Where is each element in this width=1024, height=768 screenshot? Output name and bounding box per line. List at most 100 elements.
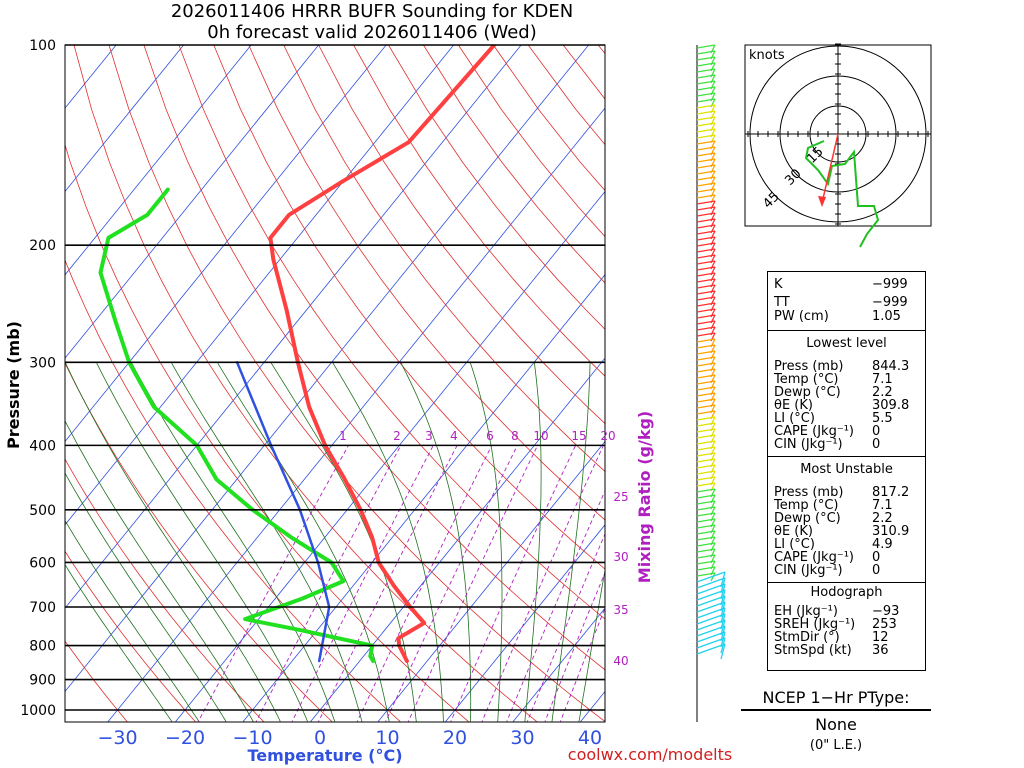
mixing-ratio-tick-label: 3 — [425, 429, 433, 443]
wind-barb — [720, 601, 726, 618]
temperature-tick-label: −10 — [232, 727, 272, 749]
lowest-level-header: Lowest level — [806, 336, 887, 351]
temperature-tick-label: 40 — [578, 727, 602, 749]
dry-adiabat-line — [65, 550, 197, 722]
dry-adiabat-line — [143, 45, 605, 671]
index-value: 4.9 — [872, 537, 893, 552]
mixing-ratio-tick-label: 10 — [533, 429, 548, 443]
panel-divider — [768, 330, 925, 331]
mixing-ratio-line — [407, 445, 539, 722]
wind-barb — [720, 571, 726, 588]
plot-border — [64, 44, 606, 723]
index-row: Temp (°C) 7.1 — [774, 499, 919, 513]
wind-barb — [696, 494, 716, 499]
isotherm-line — [65, 45, 454, 526]
wind-barb — [696, 296, 716, 301]
index-label: CAPE (Jkg⁻¹) — [774, 550, 854, 565]
index-row: CAPE (Jkg⁻¹) 0 — [774, 425, 919, 439]
index-value: 817.2 — [872, 485, 910, 500]
temperature-tick-label: 20 — [443, 727, 467, 749]
index-label: LI (°C) — [774, 537, 815, 552]
wind-barb — [696, 164, 716, 169]
wind-barb — [696, 362, 716, 367]
index-label: SREH (Jkg⁻¹) — [774, 617, 856, 632]
chart-subtitle: 0h forecast valid 2026011406 (Wed) — [207, 22, 536, 43]
wind-barb-profile — [696, 44, 726, 722]
temperature-tick-label: 0 — [314, 727, 326, 749]
wind-barb — [696, 188, 716, 193]
wind-barb — [696, 248, 716, 253]
index-label: Temp (°C) — [774, 372, 839, 387]
isotherm-line — [65, 45, 387, 443]
wind-barb — [696, 368, 716, 373]
wind-barb — [696, 446, 716, 451]
wind-barb — [696, 530, 716, 535]
index-value: 844.3 — [872, 359, 910, 374]
wind-barb — [696, 314, 716, 319]
wind-barb — [696, 278, 716, 283]
index-row: Press (mb) 844.3 — [774, 360, 919, 374]
wind-barb — [720, 607, 726, 624]
isotherm-line — [512, 607, 605, 722]
wind-barb — [696, 176, 716, 181]
wind-barb — [696, 524, 716, 529]
k-index-row: K −999 — [774, 278, 919, 292]
wind-barb — [696, 589, 726, 601]
most-unstable-header: Most Unstable — [800, 462, 893, 477]
mixing-ratio-tick-label: 25 — [613, 490, 628, 504]
wind-barb — [696, 224, 716, 229]
dry-adiabat-line — [73, 45, 538, 722]
wind-barb — [696, 158, 716, 163]
dry-adiabat-line — [108, 45, 605, 722]
mixing-ratio-line — [544, 571, 605, 722]
wind-barb — [696, 302, 716, 307]
wind-barb — [696, 230, 716, 235]
index-label: CIN (Jkg⁻¹) — [774, 563, 843, 578]
wind-barb — [696, 140, 716, 145]
index-value: 2.2 — [872, 385, 893, 400]
moist-adiabat-line — [332, 362, 444, 722]
mixing-ratio-tick-label: 2 — [393, 429, 401, 443]
moist-adiabat-line — [524, 362, 542, 722]
wind-barb — [696, 571, 726, 583]
mixing-ratio-line — [317, 445, 458, 722]
index-row: CIN (Jkg⁻¹) 0 — [774, 564, 919, 578]
moist-adiabat-line — [65, 420, 254, 722]
index-row: Dewp (°C) 2.2 — [774, 386, 919, 400]
wind-barb — [696, 470, 716, 475]
index-value: 0 — [872, 424, 881, 439]
index-value: 7.1 — [872, 498, 893, 513]
indices-panel: K −999 TT −999 PW (cm) 1.05 Lowest level… — [767, 271, 926, 671]
index-label: Dewp (°C) — [774, 511, 841, 526]
temperature-tick-label: −30 — [97, 727, 137, 749]
moist-adiabat-line — [65, 519, 200, 722]
wind-barb — [696, 116, 716, 121]
wind-barb — [696, 643, 726, 655]
wind-barb — [696, 637, 726, 649]
tt-index-label: TT — [774, 295, 790, 310]
mixing-ratio-tick-label: 4 — [450, 429, 458, 443]
mixing-ratio-tick-label: 15 — [571, 429, 586, 443]
pressure-tick-label: 600 — [29, 555, 56, 571]
temperature-tick-labels: −30 −20 −10 0 10 20 30 40 — [97, 727, 602, 749]
wind-barb — [696, 260, 716, 265]
wind-barb — [696, 374, 716, 379]
storm-motion-vector — [821, 133, 839, 204]
dry-adiabat-line — [178, 45, 605, 620]
wind-barb — [696, 212, 716, 217]
index-row: SREH (Jkg⁻¹) 253 — [774, 618, 919, 632]
index-value: 12 — [872, 630, 889, 645]
credit-link[interactable]: coolwx.com/modelts — [568, 745, 732, 764]
mixing-ratio-tick-label: 30 — [613, 550, 628, 564]
wind-barb — [696, 86, 716, 91]
wind-barb — [696, 458, 716, 463]
index-value: 253 — [872, 617, 897, 632]
mixing-ratio-line — [559, 607, 605, 722]
wind-barb — [696, 512, 716, 517]
index-row: CAPE (Jkg⁻¹) 0 — [774, 551, 919, 565]
wind-barb — [720, 589, 726, 606]
wind-barb — [696, 308, 716, 313]
temperature-tick-label: 30 — [510, 727, 534, 749]
index-value: 7.1 — [872, 372, 893, 387]
wind-barb — [696, 56, 716, 61]
